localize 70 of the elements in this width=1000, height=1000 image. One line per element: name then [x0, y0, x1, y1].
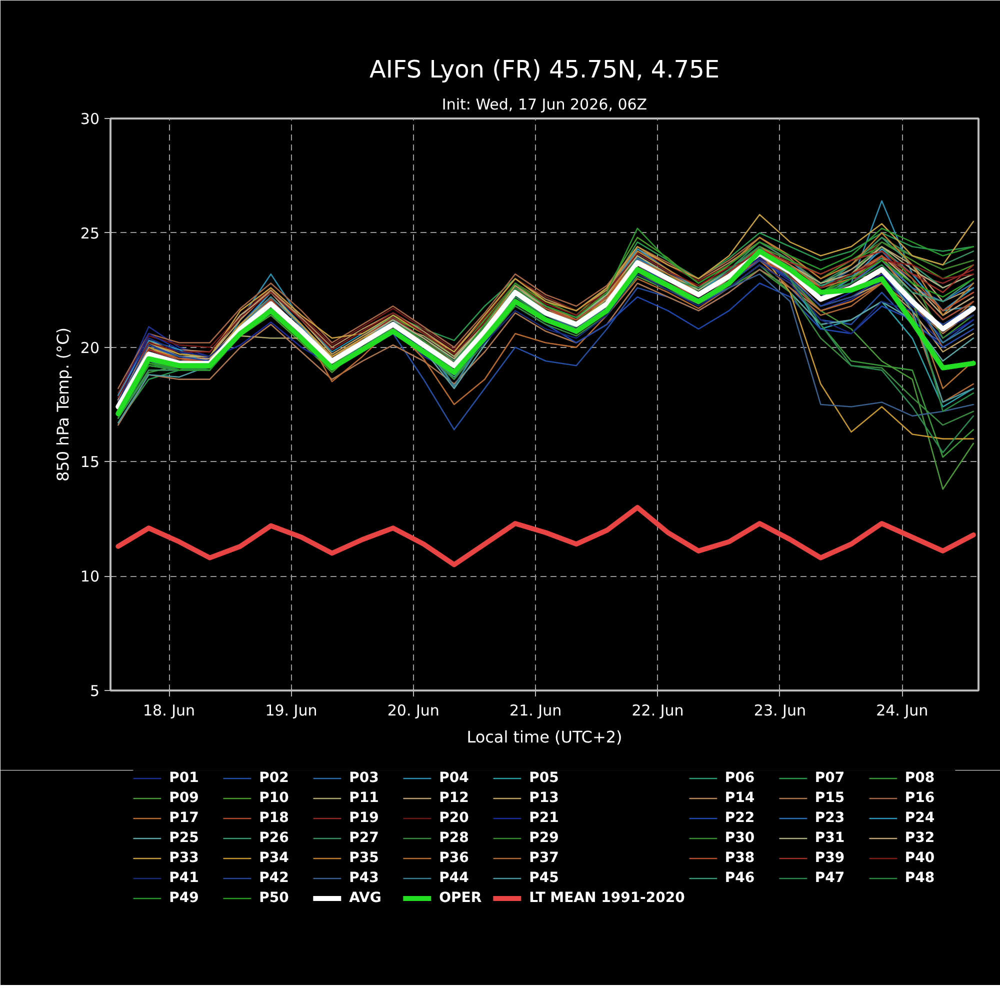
legend-label: P35 [349, 850, 380, 866]
y-tick-label: 30 [80, 110, 100, 128]
legend-label: P21 [529, 810, 560, 826]
x-tick-label: 24. Jun [876, 702, 928, 720]
legend-label: P20 [439, 810, 470, 826]
x-axis-title: Local time (UTC+2) [466, 728, 622, 746]
legend-label: P27 [349, 830, 380, 846]
x-tick-label: 18. Jun [143, 702, 196, 720]
legend-label: P45 [529, 870, 560, 886]
legend-label: P46 [724, 870, 756, 886]
chart-subtitle: Init: Wed, 17 Jun 2026, 06Z [442, 96, 648, 114]
legend-label: P34 [259, 850, 290, 866]
y-tick-label: 20 [80, 338, 100, 357]
legend-label: P44 [439, 870, 470, 886]
chart-title: AIFS Lyon (FR) 45.75N, 4.75E [370, 56, 720, 84]
legend-label: P07 [814, 770, 846, 786]
x-tick-label: 19. Jun [265, 702, 318, 720]
legend-label: P09 [169, 790, 200, 806]
legend-label: LT MEAN 1991-2020 [529, 890, 685, 906]
legend-label: P03 [349, 770, 380, 786]
legend-label: P19 [349, 810, 380, 826]
legend-label: P26 [259, 830, 290, 846]
legend-label: P37 [529, 850, 560, 866]
y-tick-label: 25 [80, 224, 100, 242]
legend-label: P06 [724, 770, 756, 786]
legend-label: P50 [259, 890, 290, 906]
legend-label: P49 [169, 890, 200, 906]
legend-label: P31 [814, 830, 846, 846]
legend-label: P48 [904, 870, 936, 886]
legend-label: P30 [724, 830, 756, 846]
legend-label: P05 [529, 770, 560, 786]
legend-label: P25 [169, 830, 200, 846]
legend-label: P18 [259, 810, 290, 826]
legend-label: P24 [904, 810, 936, 826]
y-axis-title: 850 hPa Temp. (°C) [53, 327, 72, 482]
x-tick-label: 22. Jun [632, 702, 684, 720]
legend-label: P12 [439, 790, 470, 806]
x-tick-label: 20. Jun [387, 702, 440, 720]
legend-label: P23 [814, 810, 846, 826]
legend-label: P14 [724, 790, 756, 806]
legend-label: P41 [169, 870, 200, 886]
legend-label: P33 [169, 850, 200, 866]
legend-label: P13 [529, 790, 560, 806]
legend-label: P08 [904, 770, 936, 786]
x-tick-label: 21. Jun [510, 702, 562, 720]
legend-label: P32 [904, 830, 936, 846]
legend-label: P16 [904, 790, 936, 806]
legend-label: P36 [439, 850, 470, 866]
legend-label: P29 [529, 830, 560, 846]
legend-label: P38 [724, 850, 756, 866]
legend-label: P22 [724, 810, 756, 826]
legend-label: P01 [169, 770, 200, 786]
y-tick-label: 10 [80, 568, 100, 586]
legend-label: P10 [259, 790, 290, 806]
legend-label: P11 [349, 790, 380, 806]
legend-label: P42 [259, 870, 290, 886]
y-tick-label: 15 [80, 453, 100, 472]
legend-label: P28 [439, 830, 470, 846]
x-tick-label: 23. Jun [754, 702, 806, 720]
legend-label: AVG [349, 890, 382, 906]
legend-label: OPER [439, 890, 483, 906]
legend-label: P17 [169, 810, 200, 826]
legend-label: P40 [904, 850, 936, 866]
legend-label: P04 [439, 770, 470, 786]
y-tick-label: 5 [90, 682, 100, 700]
legend-label: P43 [349, 870, 380, 886]
legend-label: P47 [814, 870, 846, 886]
legend-label: P39 [814, 850, 846, 866]
legend-label: P15 [814, 790, 846, 806]
legend-label: P02 [259, 770, 290, 786]
